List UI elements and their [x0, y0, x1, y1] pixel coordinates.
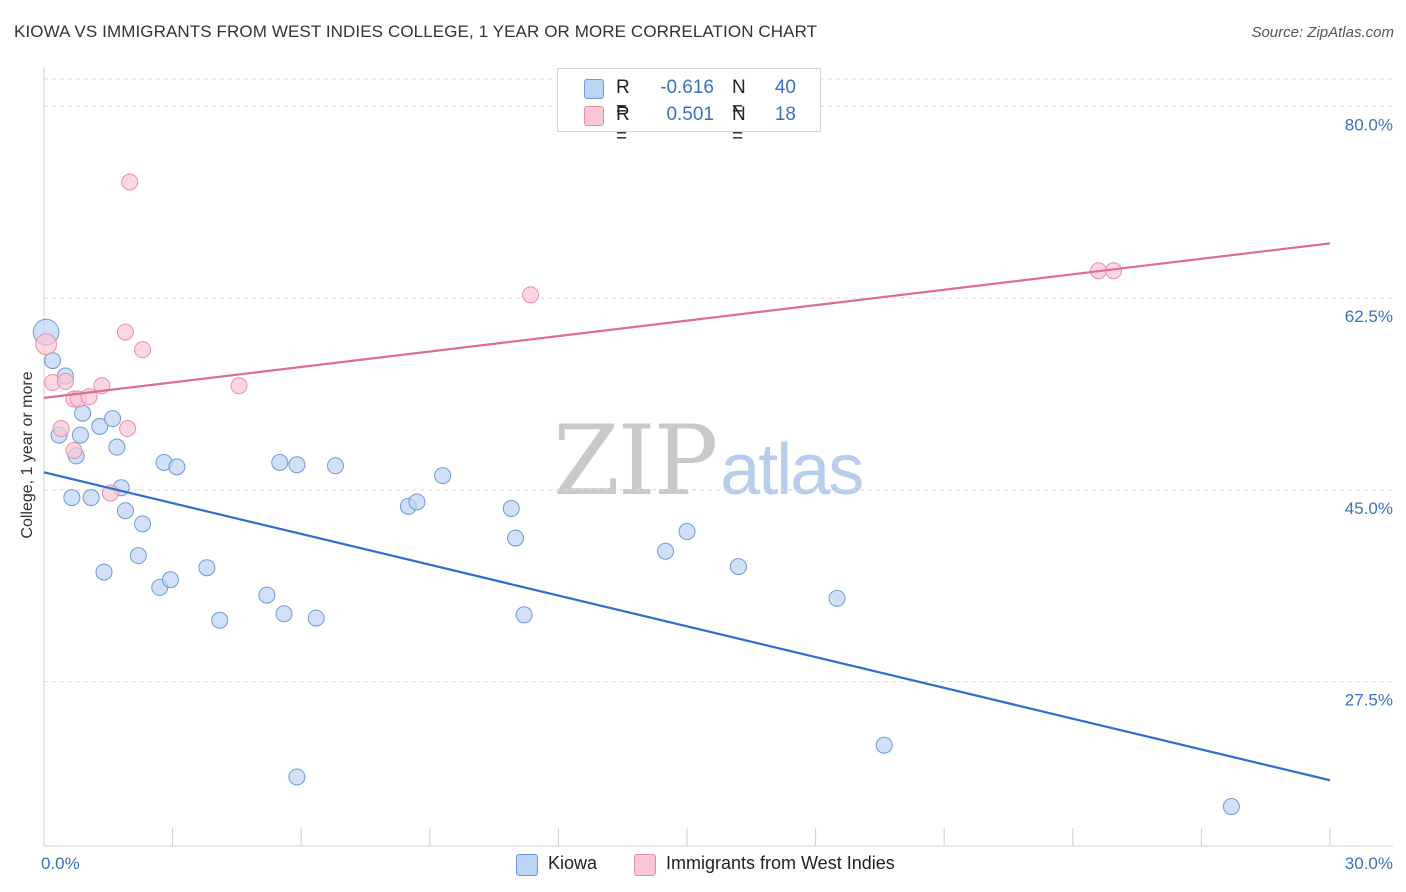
kiowa-point — [434, 467, 452, 485]
west-indies-swatch — [584, 106, 604, 126]
kiowa-point — [71, 426, 89, 444]
kiowa-point — [168, 458, 186, 476]
west-indies-point — [119, 420, 137, 438]
kiowa-point — [507, 529, 525, 547]
y-tick-label: 62.5% — [1345, 307, 1393, 326]
zipatlas-watermark: ZIPatlas — [553, 405, 864, 517]
y-tick-label: 27.5% — [1345, 691, 1393, 710]
kiowa-point — [275, 605, 293, 623]
kiowa-point — [258, 586, 276, 604]
kiowa-point — [288, 456, 306, 474]
west-indies-point — [116, 323, 134, 341]
kiowa-point — [502, 500, 520, 518]
kiowa-swatch — [584, 79, 604, 99]
watermark-zip: ZIP — [553, 405, 718, 517]
legend-n-value: 40 — [774, 77, 796, 98]
kiowa-point — [104, 410, 122, 428]
watermark-atlas: atlas — [720, 430, 864, 510]
west-indies-point — [52, 420, 70, 438]
axis-layer — [43, 68, 1393, 847]
y-tick-label: 45.0% — [1345, 499, 1393, 518]
source-label: Source: ZipAtlas.com — [1251, 24, 1394, 41]
kiowa-point — [161, 571, 179, 589]
west-indies-point — [522, 286, 540, 304]
kiowa-point — [95, 563, 113, 581]
kiowa-point — [108, 438, 126, 456]
legend-r-value: -0.616 — [660, 77, 714, 98]
kiowa-point — [408, 493, 426, 511]
west-indies-point — [56, 372, 74, 390]
kiowa-point — [134, 515, 152, 533]
x-tick-label: 0.0% — [41, 854, 80, 873]
kiowa-legend-label: Kiowa — [548, 853, 598, 873]
kiowa-point — [116, 502, 134, 520]
kiowa-point — [307, 609, 325, 627]
west-indies-point — [121, 173, 139, 191]
kiowa-point — [198, 559, 216, 577]
legend-n-label: N = — [732, 104, 746, 147]
kiowa-point — [91, 417, 109, 435]
tick-label-layer: 80.0% 62.5% 45.0% 27.5% 0.0% 30.0% — [41, 115, 1393, 873]
grid-layer — [44, 78, 1393, 683]
west-indies-trend-line — [43, 242, 1331, 399]
kiowa-point — [74, 404, 92, 422]
kiowa-point — [875, 736, 893, 754]
legend-r-label: R = — [616, 77, 630, 120]
west-indies-legend-swatch — [634, 854, 656, 876]
kiowa-point — [129, 547, 147, 565]
kiowa-point — [657, 542, 675, 560]
kiowa-point — [211, 611, 229, 629]
y-tick-label: 80.0% — [1345, 115, 1393, 134]
west-indies-legend-label: Immigrants from West Indies — [666, 853, 895, 873]
legend-r-label: R = — [616, 104, 630, 147]
kiowa-trend-line — [43, 471, 1331, 782]
kiowa-point — [515, 606, 533, 624]
kiowa-point — [271, 454, 289, 471]
kiowa-legend-swatch — [516, 854, 538, 876]
chart-title: KIOWA VS IMMIGRANTS FROM WEST INDIES COL… — [14, 22, 818, 41]
legend-n-label: N = — [732, 77, 746, 120]
west-indies-point — [230, 377, 248, 395]
point-layer — [32, 173, 1240, 816]
correlation-legend: R = -0.616 N = 40 R = 0.501 N = 18 — [557, 68, 821, 147]
kiowa-point — [729, 558, 747, 576]
west-indies-point — [134, 341, 152, 359]
kiowa-point — [63, 489, 81, 507]
kiowa-point — [678, 523, 696, 541]
legend-n-value: 18 — [774, 104, 796, 125]
kiowa-point — [1222, 798, 1240, 816]
kiowa-point — [288, 768, 306, 786]
west-indies-point — [65, 441, 83, 459]
kiowa-point — [82, 489, 100, 507]
trend-layer — [43, 242, 1331, 782]
x-tick-label: 30.0% — [1345, 854, 1393, 873]
west-indies-point — [35, 333, 58, 356]
kiowa-point — [326, 457, 344, 475]
kiowa-point — [828, 589, 846, 607]
legend-r-value: 0.501 — [666, 104, 714, 125]
